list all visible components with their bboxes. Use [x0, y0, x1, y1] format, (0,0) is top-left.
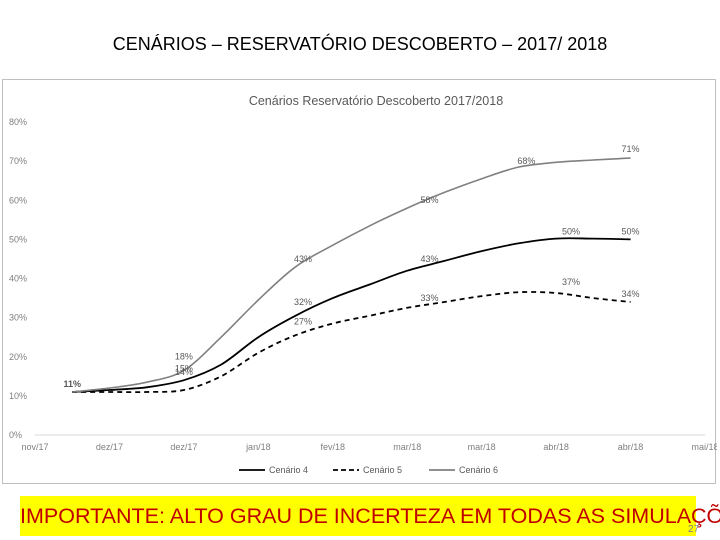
data-label: 43% — [421, 254, 439, 264]
data-label: 15% — [175, 363, 193, 373]
x-tick-label: dez/17 — [96, 442, 123, 452]
x-tick-label: abr/18 — [618, 442, 644, 452]
series-line-cenario-6 — [72, 157, 631, 393]
warning-banner: IMPORTANTE: ALTO GRAU DE INCERTEZA EM TO… — [20, 496, 720, 536]
warning-banner-text: IMPORTANTE: ALTO GRAU DE INCERTEZA EM TO… — [20, 504, 720, 528]
y-tick-label: 70% — [9, 156, 27, 166]
y-tick-label: 50% — [9, 234, 27, 244]
x-tick-label: dez/17 — [170, 442, 197, 452]
data-label: 14% — [175, 367, 193, 377]
x-axis-ticks: nov/17 dez/17 dez/17 jan/18 fev/18 mar/18 mar/… — [21, 442, 717, 452]
data-label: 11% — [63, 379, 81, 389]
x-tick-label: mai/18 — [691, 442, 717, 452]
data-label: 58% — [421, 195, 439, 205]
x-tick-label: fev/18 — [321, 442, 346, 452]
chart-frame: Cenários Reservatório Descoberto 2017/20… — [2, 79, 717, 484]
x-tick-label: jan/18 — [245, 442, 271, 452]
data-label: 33% — [421, 293, 439, 303]
data-labels-layer: 11% 14% 32% 43% 50% 50% 15% 27% 33% 37% 34% 18% 43% 5… — [63, 144, 639, 389]
legend-label: Cenário 4 — [269, 465, 308, 475]
data-label: 27% — [294, 316, 312, 326]
data-label: 18% — [175, 352, 193, 362]
y-tick-label: 20% — [9, 352, 27, 362]
slide-title: CENÁRIOS – RESERVATÓRIO DESCOBERTO – 201… — [112, 34, 608, 54]
data-label: 34% — [622, 289, 640, 299]
y-tick-label: 30% — [9, 313, 27, 323]
y-tick-label: 80% — [9, 117, 27, 127]
data-label: 32% — [294, 297, 312, 307]
x-tick-label: mar/18 — [393, 442, 421, 452]
series-layer — [72, 157, 631, 394]
y-tick-label: 10% — [9, 391, 27, 401]
line-chart: Cenários Reservatório Descoberto 2017/20… — [9, 94, 717, 475]
data-label: 50% — [622, 226, 640, 236]
y-tick-label: 0% — [9, 430, 22, 440]
chart-title: Cenários Reservatório Descoberto 2017/20… — [249, 94, 503, 108]
series-line-cenario-5 — [72, 291, 631, 394]
x-tick-label: abr/18 — [543, 442, 569, 452]
x-tick-label: mar/18 — [468, 442, 496, 452]
page-number: 27 — [688, 524, 700, 535]
data-label: 37% — [562, 277, 580, 287]
y-tick-label: 60% — [9, 195, 27, 205]
data-label: 43% — [294, 254, 312, 264]
data-label: 50% — [562, 226, 580, 236]
legend-label: Cenário 5 — [363, 465, 402, 475]
series-line-cenario-4 — [72, 237, 631, 393]
x-tick-label: nov/17 — [21, 442, 48, 452]
y-axis-ticks: 0% 10% 20% 30% 40% 50% 60% 70% 80% — [9, 117, 27, 440]
data-label: 71% — [622, 144, 640, 154]
chart-legend: Cenário 4 Cenário 5 Cenário 6 — [239, 465, 498, 475]
data-label: 68% — [517, 156, 535, 166]
legend-label: Cenário 6 — [459, 465, 498, 475]
y-tick-label: 40% — [9, 274, 27, 284]
